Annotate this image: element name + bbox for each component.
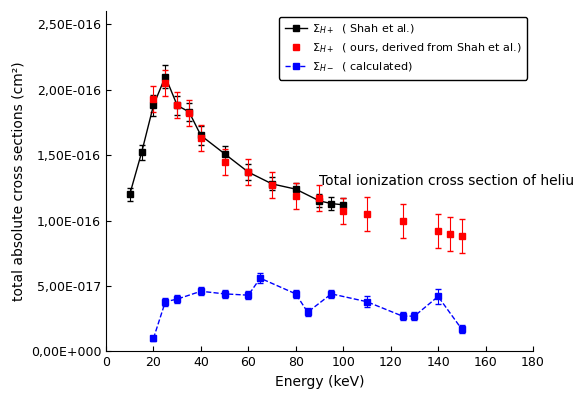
Legend: $\Sigma_{H+}$  ( Shah et al.), $\Sigma_{H+}$  ( ours, derived from Shah et al.),: $\Sigma_{H+}$ ( Shah et al.), $\Sigma_{H… (279, 17, 528, 80)
Y-axis label: total absolute cross sections (cm²): total absolute cross sections (cm²) (11, 62, 25, 301)
Text: Total ionization cross section of heliu: Total ionization cross section of heliu (320, 174, 575, 188)
X-axis label: Energy (keV): Energy (keV) (275, 375, 364, 389)
